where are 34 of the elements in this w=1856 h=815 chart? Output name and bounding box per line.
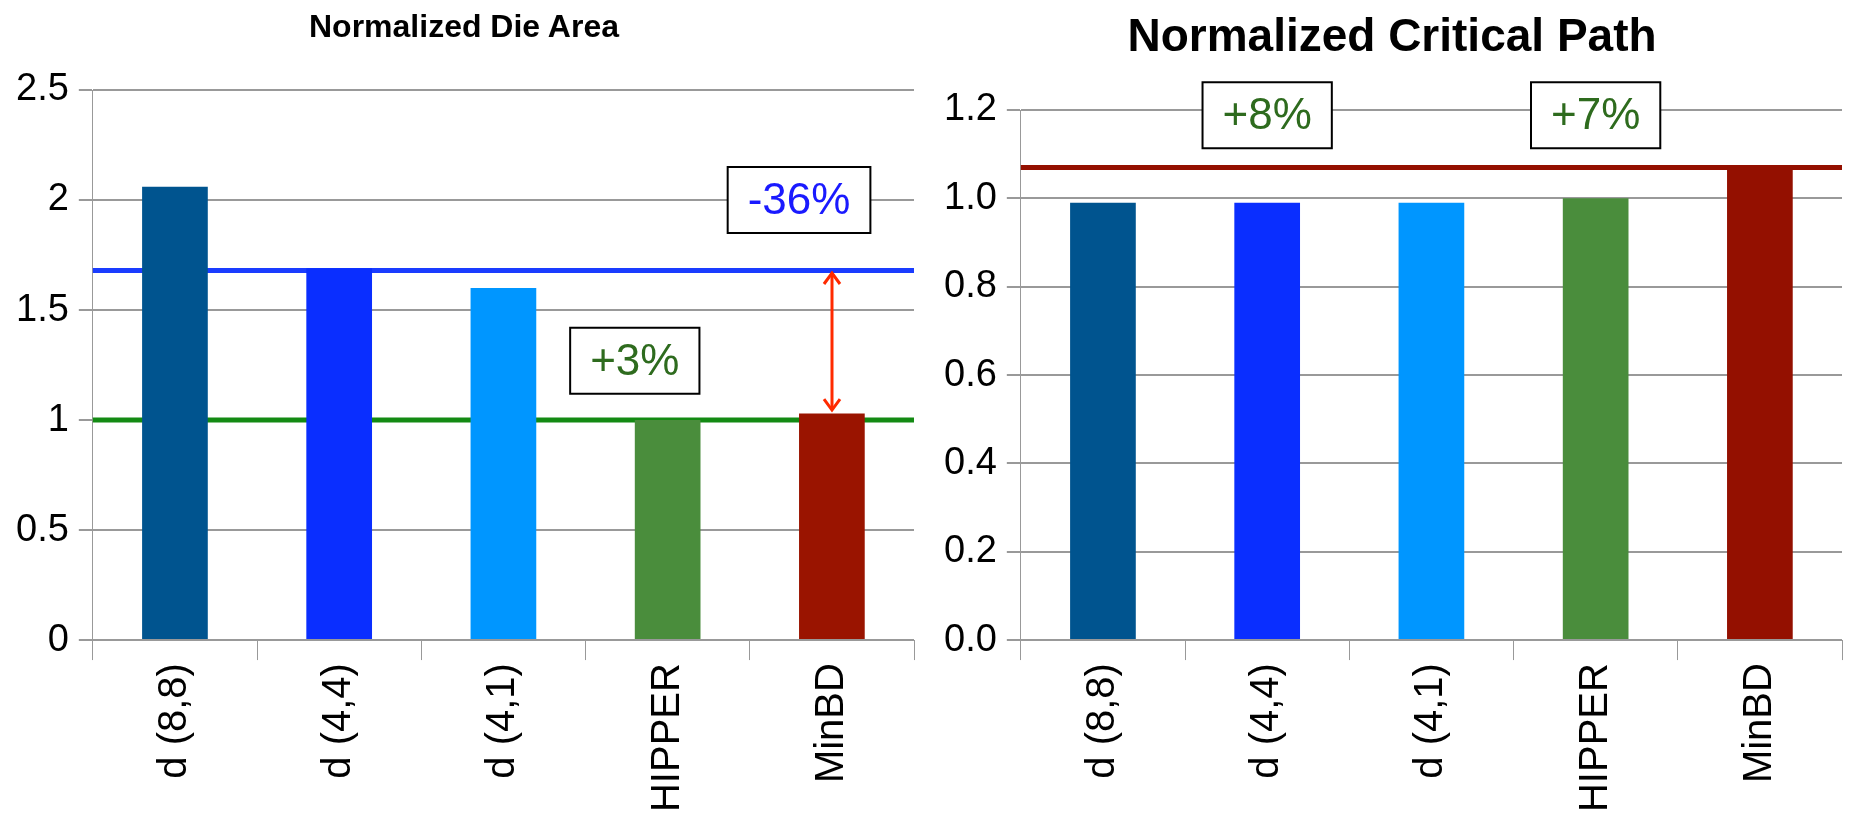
x-tick-label: d (8,8) <box>1077 663 1122 779</box>
y-tick-label: 0.4 <box>944 439 997 482</box>
y-tick-label: 2 <box>47 176 69 219</box>
x-tick-label: MinBD <box>1734 663 1779 784</box>
annotation: +3% <box>590 334 680 384</box>
y-tick-label: 0.6 <box>944 351 997 394</box>
x-tick-label: d (4,4) <box>1242 663 1287 779</box>
x-tick-label: d (4,1) <box>1406 663 1451 779</box>
chart-title: Normalized Die Area <box>308 8 621 45</box>
bar <box>142 186 208 640</box>
x-tick-label: HIPPER <box>1570 663 1615 813</box>
y-tick-label: 0.2 <box>944 528 997 571</box>
bar <box>470 288 537 640</box>
y-tick-label: 0.5 <box>16 506 69 549</box>
y-tick-label: 1.0 <box>944 174 997 217</box>
x-tick-label: MinBD <box>806 663 851 784</box>
x-tick-label: d (8,8) <box>149 663 194 779</box>
annotation: +7% <box>1551 89 1641 139</box>
bar <box>799 413 865 640</box>
y-tick-label: 0.0 <box>944 616 997 659</box>
x-tick-label: HIPPER <box>642 663 687 813</box>
bar <box>634 420 701 640</box>
annotation: -36% <box>747 174 851 224</box>
y-tick-label: 2.5 <box>16 66 69 109</box>
x-tick-label: d (4,1) <box>478 663 523 779</box>
chart-title: Normalized Critical Path <box>1126 8 1658 62</box>
y-tick-label: 1 <box>47 396 69 439</box>
y-tick-label: 0 <box>47 616 69 659</box>
x-tick-label: d (4,4) <box>314 663 359 779</box>
annotation: +8% <box>1222 89 1312 139</box>
bar <box>306 268 373 640</box>
y-tick-label: 1.2 <box>944 86 997 129</box>
y-tick-label: 0.8 <box>944 263 997 306</box>
y-tick-label: 1.5 <box>16 286 69 329</box>
